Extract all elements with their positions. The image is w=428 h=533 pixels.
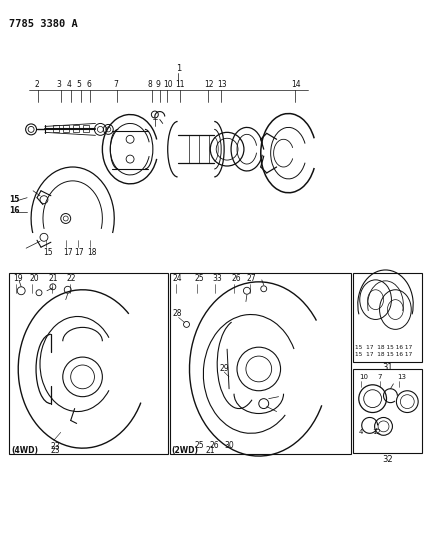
Text: 9: 9 <box>156 80 160 90</box>
Bar <box>73 125 79 132</box>
Text: 21: 21 <box>205 446 215 455</box>
Bar <box>63 125 69 132</box>
Text: 23: 23 <box>51 442 60 451</box>
Text: 18: 18 <box>87 248 97 257</box>
Bar <box>353 369 422 453</box>
Text: 2: 2 <box>34 80 39 90</box>
Text: 15: 15 <box>9 195 20 204</box>
Bar <box>53 125 59 132</box>
Bar <box>169 273 351 454</box>
Text: 24: 24 <box>172 274 182 284</box>
Text: 15  17  18 15 16 17: 15 17 18 15 16 17 <box>355 352 412 357</box>
Text: 25: 25 <box>194 274 204 284</box>
Text: 4: 4 <box>67 80 71 90</box>
Text: 5: 5 <box>77 80 81 90</box>
Text: 19: 19 <box>13 274 23 284</box>
Bar <box>9 273 168 454</box>
Text: 30: 30 <box>224 441 234 450</box>
Text: 26: 26 <box>231 274 241 284</box>
Text: (2WD): (2WD) <box>172 446 199 455</box>
Bar <box>353 273 422 362</box>
Text: 15: 15 <box>43 248 53 257</box>
Text: 13: 13 <box>217 80 227 90</box>
Text: 26: 26 <box>209 441 219 450</box>
Text: (4WD): (4WD) <box>11 446 38 455</box>
Text: 32: 32 <box>382 455 393 464</box>
Text: 3: 3 <box>57 80 62 90</box>
Text: 23: 23 <box>51 446 60 455</box>
Text: 33: 33 <box>212 274 222 284</box>
Text: 20: 20 <box>29 274 39 284</box>
Text: 12: 12 <box>373 429 381 435</box>
Text: 11: 11 <box>175 80 185 90</box>
Text: 13: 13 <box>397 374 406 380</box>
Text: 7785 3380 A: 7785 3380 A <box>9 19 78 29</box>
Text: 4: 4 <box>359 429 363 435</box>
Text: 12: 12 <box>204 80 214 90</box>
Text: 15  17  18 15 16 17: 15 17 18 15 16 17 <box>355 345 412 350</box>
Text: 8: 8 <box>148 80 153 90</box>
Text: 7: 7 <box>377 374 382 380</box>
Text: 27: 27 <box>247 274 256 284</box>
Text: 31: 31 <box>382 364 393 373</box>
Text: 29: 29 <box>219 365 229 374</box>
Text: 17: 17 <box>74 248 84 257</box>
Text: 25: 25 <box>194 441 204 450</box>
Text: 17: 17 <box>63 248 72 257</box>
Bar <box>83 125 89 132</box>
Text: 22: 22 <box>67 274 76 284</box>
Text: 14: 14 <box>291 80 301 90</box>
Text: 10: 10 <box>163 80 172 90</box>
Text: 28: 28 <box>172 309 182 318</box>
Text: 16: 16 <box>9 206 20 215</box>
Text: 10: 10 <box>359 374 368 380</box>
Text: 6: 6 <box>86 80 92 90</box>
Text: 1: 1 <box>175 64 181 74</box>
Text: 7: 7 <box>113 80 118 90</box>
Text: 21: 21 <box>49 274 58 284</box>
